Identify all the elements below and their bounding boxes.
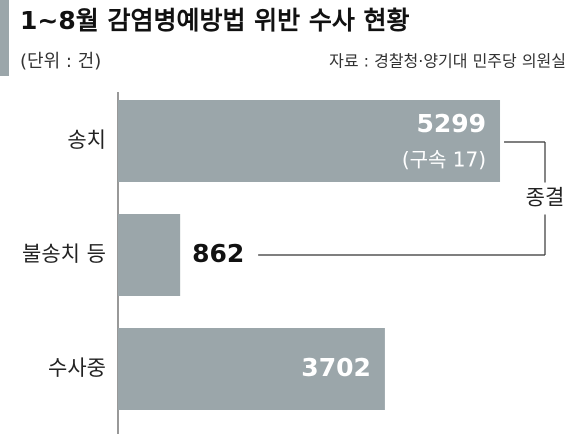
annotation: 종결 — [526, 186, 565, 210]
title-accent — [0, 0, 9, 76]
category-label: 불송치 등 — [22, 242, 106, 266]
source: 자료 : 경찰청·양기대 민주당 의원실 — [329, 52, 566, 71]
bar — [118, 214, 181, 296]
category-label: 송치 — [67, 128, 106, 152]
chart-title: 1~8월 감염병예방법 위반 수사 현황 — [20, 6, 410, 35]
chart-subtitle: (단위 : 건) — [20, 51, 101, 72]
category-label: 수사중 — [48, 356, 106, 380]
annotation: (구속 17) — [402, 148, 486, 172]
bar — [118, 100, 501, 182]
value-label: 5299 — [416, 109, 486, 138]
value-label: 3702 — [301, 353, 371, 382]
value-label: 862 — [192, 239, 244, 268]
bar — [118, 328, 385, 410]
